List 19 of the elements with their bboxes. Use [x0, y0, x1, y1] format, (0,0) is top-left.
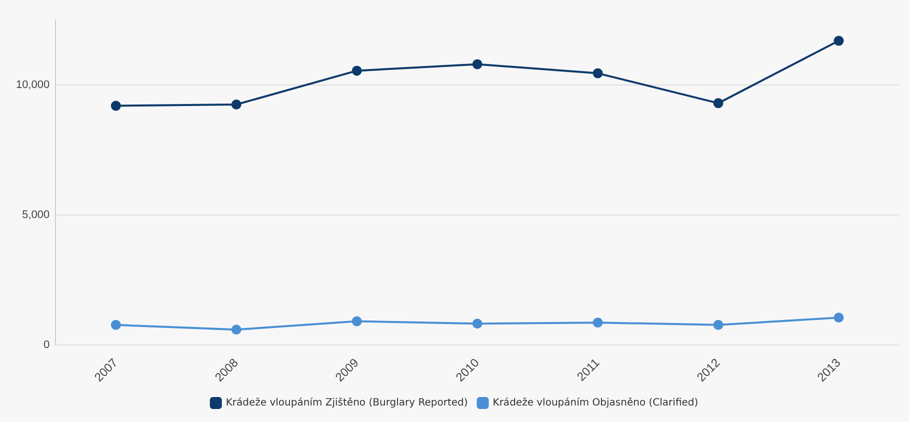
point: [834, 312, 844, 323]
point: [352, 66, 362, 76]
point: [352, 316, 362, 326]
point: [713, 320, 724, 330]
y-tick-label: 0: [44, 338, 50, 351]
point: [231, 324, 242, 335]
point: [110, 100, 121, 111]
point: [472, 318, 482, 329]
point: [713, 98, 724, 108]
point: [592, 68, 603, 78]
legend-label: Krádeže vloupáním Objasněno (Clarified): [492, 398, 698, 409]
y-tick-label: 5,000: [22, 208, 50, 221]
point: [110, 320, 121, 330]
point: [592, 318, 603, 328]
legend-label: Krádeže vloupáním Zjištěno (Burglary Reported): [226, 398, 468, 409]
point: [472, 59, 482, 70]
point: [834, 36, 844, 46]
point: [231, 99, 242, 110]
y-tick-label: 10,000: [16, 79, 50, 92]
